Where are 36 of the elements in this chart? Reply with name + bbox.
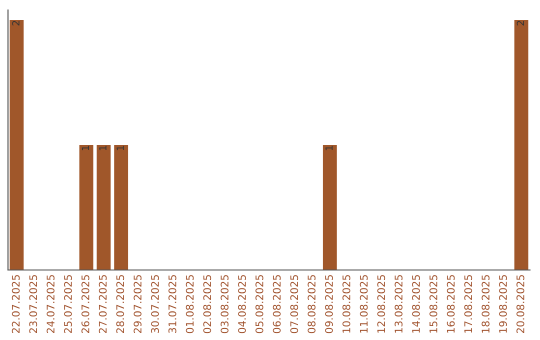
x-tick-label: 08.08.2025 [308,275,316,334]
x-tick-label: 29.07.2025 [134,275,142,334]
x-tick-label: 25.07.2025 [64,275,72,334]
x-tick-label: 03.08.2025 [220,275,229,334]
data-label: 1 [325,146,333,150]
x-tick-label: 28.07.2025 [116,275,124,334]
x-tick-label: 15.08.2025 [429,275,438,333]
data-label: 1 [82,146,89,150]
x-tick-label: 14.08.2025 [412,275,420,333]
x-tick-label: 07.08.2025 [290,275,298,334]
x-tick-label: 11.08.2025 [360,275,368,333]
x-tick-label: 05.08.2025 [255,275,264,334]
x-tick-label: 17.08.2025 [464,275,472,333]
x-tick-label: 01.08.2025 [186,275,194,334]
x-tick-label: 26.07.2025 [81,275,90,334]
x-tick-label: 09.08.2025 [325,275,333,334]
x-tick-label: 20.08.2025 [516,275,524,334]
x-tick-label: 16.08.2025 [446,275,455,333]
x-tick-label: 06.08.2025 [272,275,281,334]
x-tick-label: 24.07.2025 [46,275,55,334]
x-tick-label: 22.07.2025 [12,275,20,334]
data-label: 2 [516,20,524,26]
x-tick-label: 10.08.2025 [342,275,350,333]
x-tick-label: 13.08.2025 [394,275,403,333]
x-tick-label: 12.08.2025 [377,275,386,333]
x-tick-label: 31.07.2025 [168,275,176,334]
x-tick-label: 23.07.2025 [29,275,38,334]
x-tick-label: 30.07.2025 [151,275,159,334]
x-tick-label: 04.08.2025 [238,275,246,334]
data-label: 1 [116,146,124,150]
x-tick-label: 18.08.2025 [482,275,490,333]
x-tick-label: 27.07.2025 [98,275,107,334]
x-tick-label: 02.08.2025 [203,275,212,334]
data-label: 1 [99,146,106,150]
data-label: 2 [12,20,20,26]
x-tick-label: 19.08.2025 [499,275,507,333]
